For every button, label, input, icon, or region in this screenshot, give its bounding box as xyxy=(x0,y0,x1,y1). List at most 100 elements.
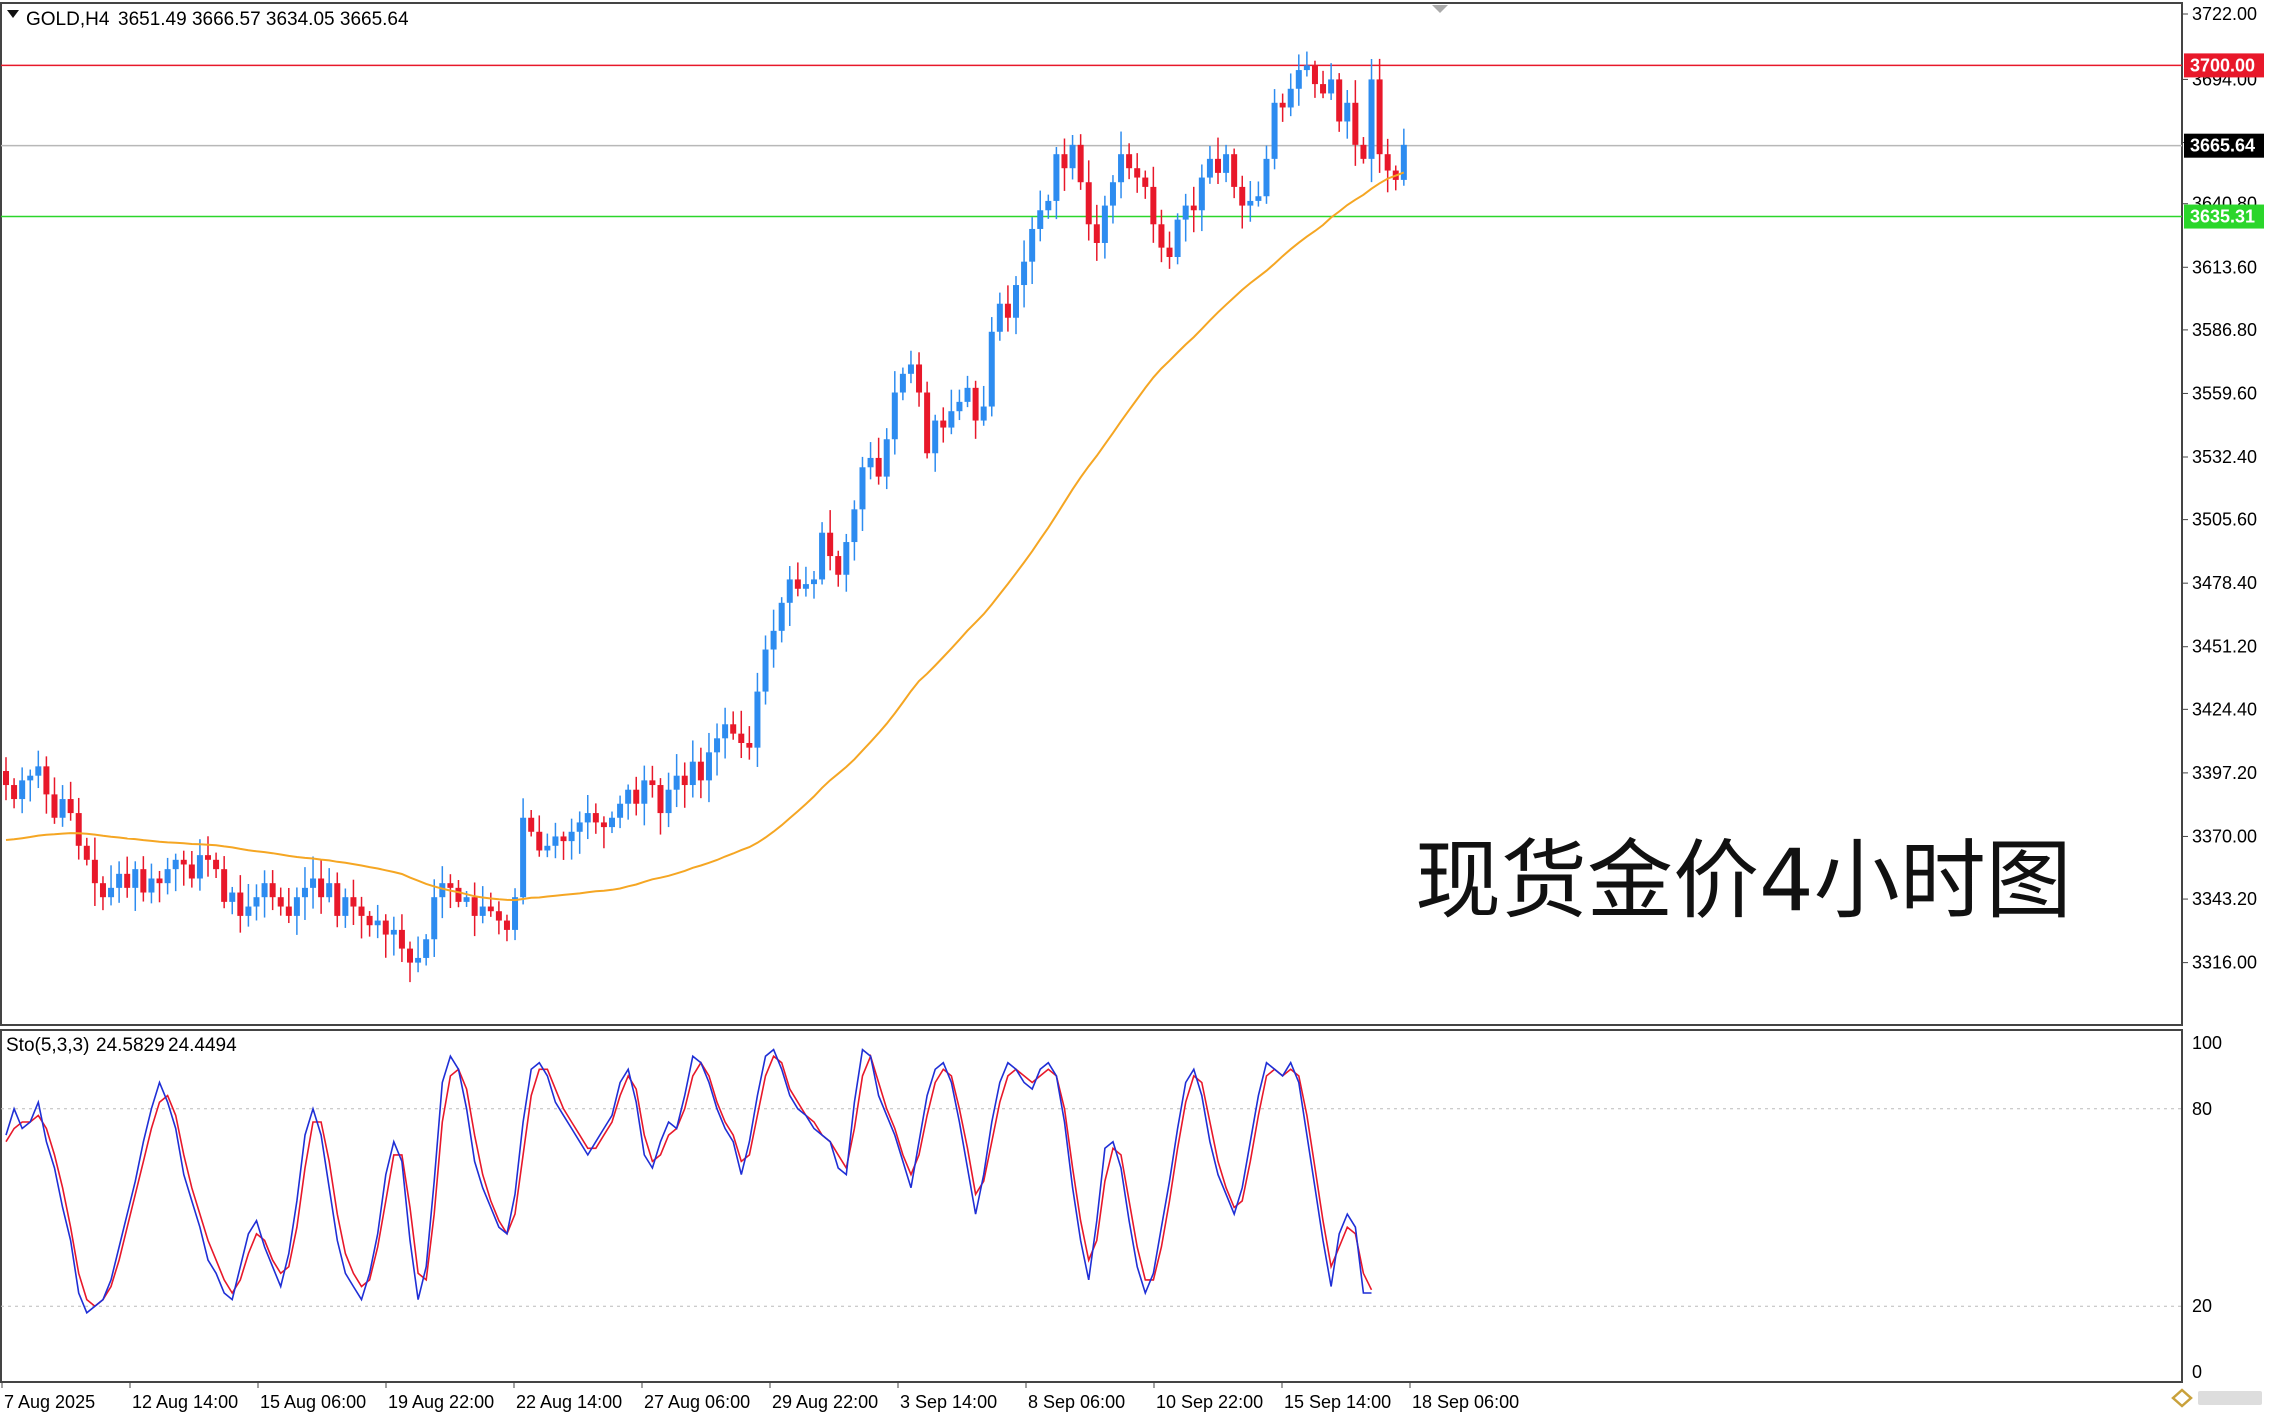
candle xyxy=(592,803,599,834)
candle xyxy=(794,562,801,597)
level-tags: 3700.00 3665.64 3635.31 xyxy=(2184,53,2264,229)
candle xyxy=(932,414,939,472)
price-tick-label: 3424.40 xyxy=(2192,699,2257,719)
candle xyxy=(778,597,785,643)
candle xyxy=(851,500,858,561)
candle xyxy=(552,822,559,859)
candle xyxy=(398,914,405,963)
time-tick-label: 8 Sep 06:00 xyxy=(1028,1392,1125,1412)
candle xyxy=(35,750,42,789)
candle xyxy=(269,870,276,911)
candle xyxy=(835,550,842,587)
candle xyxy=(964,375,971,408)
candle xyxy=(1311,60,1318,98)
candle xyxy=(1247,181,1254,222)
candle xyxy=(940,407,947,443)
candle xyxy=(786,566,793,626)
candle xyxy=(617,795,624,829)
candle xyxy=(584,795,591,840)
candle xyxy=(1061,138,1068,191)
candle xyxy=(342,888,349,928)
candle xyxy=(859,456,866,531)
candle xyxy=(681,762,688,808)
price-tick-label: 3505.60 xyxy=(2192,510,2257,530)
price-tick-label: 3451.20 xyxy=(2192,637,2257,657)
candle xyxy=(318,859,325,914)
moving-average-line xyxy=(5,171,1405,902)
indicator-signal-value: 24.4494 xyxy=(168,1035,237,1056)
candle xyxy=(883,428,890,490)
candle xyxy=(1206,145,1213,184)
candle xyxy=(148,863,155,904)
indicator-tick-label: 80 xyxy=(2192,1099,2212,1119)
candle xyxy=(1368,59,1375,183)
candle xyxy=(1109,175,1116,224)
candle xyxy=(560,831,567,860)
candle xyxy=(253,884,260,921)
candle xyxy=(1150,166,1157,243)
candle xyxy=(633,776,640,816)
chart-annotation: 现货金价4小时图 xyxy=(1415,831,2072,931)
candle xyxy=(689,740,696,798)
candle xyxy=(1045,194,1052,219)
time-tick-label: 19 Aug 22:00 xyxy=(388,1392,494,1412)
candle xyxy=(334,872,341,928)
candle xyxy=(221,856,228,909)
candle xyxy=(576,811,583,854)
candle xyxy=(1231,148,1238,199)
svg-text:3665.64: 3665.64 xyxy=(2190,136,2255,156)
time-tick-label: 15 Aug 06:00 xyxy=(260,1392,366,1412)
header-menu-arrow-icon[interactable] xyxy=(7,10,19,18)
time-tick-label: 27 Aug 06:00 xyxy=(644,1392,750,1412)
level-tag-resistance: 3700.00 xyxy=(2184,53,2264,78)
candle xyxy=(423,934,430,966)
candle xyxy=(568,818,575,860)
price-tick-label: 3586.80 xyxy=(2192,320,2257,340)
candle xyxy=(1344,90,1351,139)
candle xyxy=(75,797,82,860)
candle xyxy=(205,836,211,877)
candle xyxy=(1328,63,1335,100)
candle xyxy=(948,389,955,435)
candle xyxy=(27,769,34,802)
candle xyxy=(51,777,58,824)
candle xyxy=(649,765,656,798)
candle xyxy=(1053,147,1060,220)
candle xyxy=(1279,93,1286,122)
candle xyxy=(99,876,106,911)
candle xyxy=(730,711,737,740)
candle xyxy=(819,522,826,585)
candle xyxy=(1376,58,1383,173)
candle xyxy=(116,861,123,903)
candle xyxy=(471,882,478,937)
candle xyxy=(261,870,268,918)
candle xyxy=(1158,209,1165,263)
candle xyxy=(285,887,292,924)
price-tick-label: 3370.00 xyxy=(2192,826,2257,846)
level-tag-current: 3665.64 xyxy=(2184,133,2264,158)
candle xyxy=(1190,186,1197,233)
candle xyxy=(358,896,365,939)
candle xyxy=(91,837,98,906)
candle xyxy=(1029,217,1036,285)
candle xyxy=(697,747,704,799)
candle xyxy=(1400,128,1407,186)
time-tick-label: 7 Aug 2025 xyxy=(4,1392,95,1412)
price-tick-label: 3559.60 xyxy=(2192,383,2257,403)
candle xyxy=(374,904,381,939)
candle xyxy=(1021,240,1028,308)
symbol-label: GOLD,H4 xyxy=(26,9,110,30)
candle xyxy=(1303,51,1310,77)
candle xyxy=(1239,175,1246,229)
candle xyxy=(19,767,26,814)
candle xyxy=(843,533,850,592)
candle xyxy=(1013,276,1019,335)
shift-marker-icon[interactable] xyxy=(1432,5,1448,13)
time-tick-label: 22 Aug 14:00 xyxy=(516,1392,622,1412)
candle xyxy=(705,732,712,803)
candle xyxy=(213,852,220,879)
candle xyxy=(1263,145,1270,204)
stochastic-series xyxy=(5,1048,1373,1315)
candle xyxy=(293,887,300,935)
price-tick-label: 3316.00 xyxy=(2192,953,2257,973)
